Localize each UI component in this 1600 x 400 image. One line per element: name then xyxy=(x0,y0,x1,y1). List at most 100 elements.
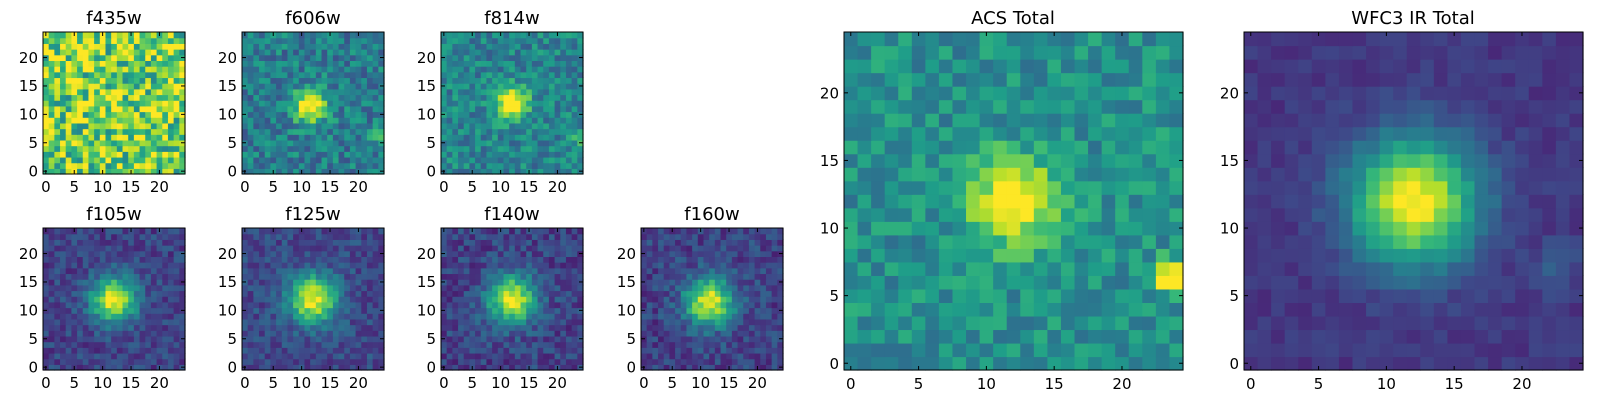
heatmap-cell xyxy=(173,162,180,169)
heatmap-cell xyxy=(577,228,584,235)
heatmap-cell xyxy=(310,352,317,360)
heatmap-cell xyxy=(463,228,470,235)
heatmap-cell xyxy=(298,54,306,61)
y-tick-label: 20 xyxy=(19,49,38,67)
heatmap-cell xyxy=(156,256,163,263)
heatmap-cell xyxy=(486,364,493,371)
heatmap-cell xyxy=(327,335,334,343)
heatmap-cell xyxy=(492,318,499,326)
heatmap-cell xyxy=(531,284,539,292)
heatmap-cell xyxy=(242,43,249,50)
heatmap-cell xyxy=(554,94,561,101)
heatmap-cell xyxy=(1115,234,1130,249)
heatmap-cell xyxy=(116,100,124,107)
heatmap-cell xyxy=(669,239,676,246)
heatmap-cell xyxy=(844,167,859,182)
heatmap-cell xyxy=(133,100,141,107)
heatmap-cell xyxy=(332,364,340,371)
heatmap-cell xyxy=(338,94,345,101)
heatmap-cell xyxy=(105,279,112,286)
heatmap-cell xyxy=(469,122,476,130)
heatmap-cell xyxy=(82,358,90,365)
heatmap-cell xyxy=(122,43,129,50)
heatmap-cell xyxy=(361,77,368,84)
heatmap-cell xyxy=(537,88,544,96)
heatmap-cell xyxy=(446,100,453,107)
heatmap-cell xyxy=(463,301,470,309)
heatmap-cell xyxy=(287,111,294,118)
heatmap-cell xyxy=(526,71,533,79)
heatmap-cell xyxy=(247,301,254,309)
heatmap-cell xyxy=(709,284,716,292)
heatmap-cell xyxy=(526,60,533,67)
heatmap-cell xyxy=(133,128,141,135)
heatmap-cell xyxy=(304,168,311,175)
heatmap-cell xyxy=(571,335,578,343)
heatmap-cell xyxy=(520,341,527,348)
heatmap-cell xyxy=(48,290,55,297)
heatmap-cell xyxy=(259,77,266,84)
heatmap-cell xyxy=(88,139,95,147)
heatmap-cell xyxy=(162,262,169,269)
heatmap-cell xyxy=(54,335,61,343)
heatmap-cell xyxy=(242,66,249,73)
heatmap-cell xyxy=(1060,194,1076,209)
heatmap-cell xyxy=(270,245,277,252)
heatmap-cell xyxy=(88,284,95,292)
heatmap-cell xyxy=(1033,329,1048,344)
heatmap-cell xyxy=(520,128,527,135)
heatmap-cell xyxy=(571,341,578,348)
heatmap-cell xyxy=(526,139,533,147)
heatmap-cell xyxy=(366,273,374,280)
heatmap-cell xyxy=(105,139,112,147)
heatmap-cell xyxy=(1006,194,1021,209)
heatmap-cell xyxy=(276,364,283,371)
heatmap-cell xyxy=(349,60,357,67)
heatmap-cell xyxy=(663,352,670,360)
heatmap-cell xyxy=(321,313,328,320)
heatmap-cell xyxy=(469,145,476,152)
heatmap-cell xyxy=(310,330,317,337)
heatmap-cell xyxy=(1155,275,1171,290)
heatmap-cell xyxy=(686,301,693,309)
heatmap-cell xyxy=(366,307,374,314)
heatmap-cell xyxy=(686,330,693,337)
heatmap-cell xyxy=(372,239,379,246)
heatmap-cell xyxy=(247,284,254,292)
heatmap-cell xyxy=(270,313,277,320)
heatmap-cell xyxy=(150,43,158,50)
heatmap-cell xyxy=(179,117,186,124)
heatmap-cell xyxy=(361,111,368,118)
heatmap-cell xyxy=(554,245,561,252)
heatmap-cell xyxy=(1020,342,1035,358)
heatmap-cell xyxy=(554,83,561,90)
heatmap-cell xyxy=(60,330,67,337)
heatmap-cell xyxy=(497,313,505,320)
heatmap-cell xyxy=(1155,288,1171,303)
heatmap-cell xyxy=(1047,180,1062,195)
heatmap-cell xyxy=(554,335,561,343)
heatmap-cell xyxy=(355,335,362,343)
panel-title: f606w xyxy=(285,8,340,29)
x-tick-label: 5 xyxy=(268,178,278,196)
heatmap-cell xyxy=(105,284,112,292)
heatmap-cell xyxy=(270,250,277,257)
x-tick-label: 20 xyxy=(748,374,767,392)
heatmap-cell xyxy=(315,94,323,101)
heatmap-cell xyxy=(270,318,277,326)
heatmap-cell xyxy=(281,162,289,169)
heatmap-cell xyxy=(179,162,186,169)
heatmap-cell xyxy=(641,358,648,365)
heatmap-cell xyxy=(315,313,323,320)
heatmap-cell xyxy=(714,273,722,280)
heatmap-cell xyxy=(77,54,84,61)
heatmap-cell xyxy=(122,60,129,67)
heatmap-cell xyxy=(1088,194,1103,209)
heatmap-cell xyxy=(60,341,67,348)
heatmap-cell xyxy=(709,352,716,360)
heatmap-cell xyxy=(60,313,67,320)
heatmap-cell xyxy=(652,279,659,286)
heatmap-cell xyxy=(242,313,249,320)
heatmap-cell xyxy=(548,49,556,56)
heatmap-cell xyxy=(162,66,169,73)
